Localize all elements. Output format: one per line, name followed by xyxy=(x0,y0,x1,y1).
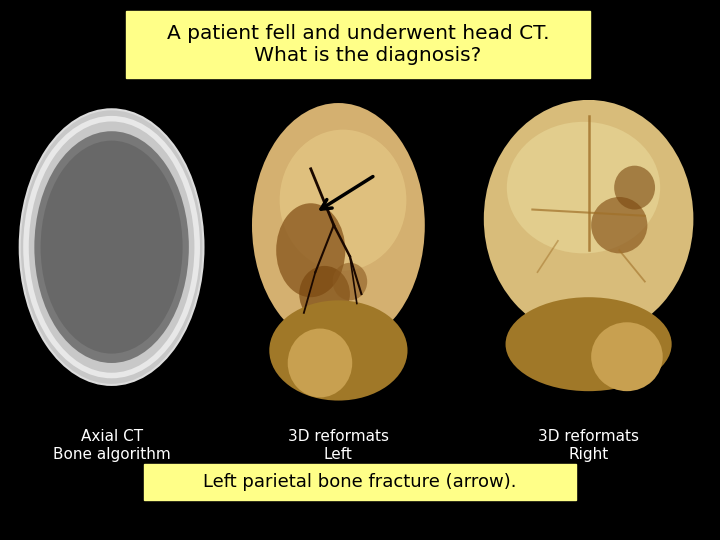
Ellipse shape xyxy=(40,140,183,354)
Text: 3D reformats
Left: 3D reformats Left xyxy=(288,429,389,462)
Ellipse shape xyxy=(591,197,647,253)
Ellipse shape xyxy=(614,166,655,210)
Ellipse shape xyxy=(333,263,367,300)
Ellipse shape xyxy=(252,103,425,347)
Text: Axial CT
Bone algorithm: Axial CT Bone algorithm xyxy=(53,429,171,462)
Text: A patient fell and underwent head CT.
   What is the diagnosis?: A patient fell and underwent head CT. Wh… xyxy=(167,24,549,65)
FancyBboxPatch shape xyxy=(126,11,590,78)
Ellipse shape xyxy=(35,131,189,363)
Ellipse shape xyxy=(276,203,346,297)
Ellipse shape xyxy=(288,328,352,397)
Text: 3D reformats
Right: 3D reformats Right xyxy=(539,429,639,462)
FancyBboxPatch shape xyxy=(144,464,576,500)
Ellipse shape xyxy=(279,130,406,271)
Ellipse shape xyxy=(505,297,672,391)
Ellipse shape xyxy=(591,322,662,391)
Ellipse shape xyxy=(507,122,660,253)
Ellipse shape xyxy=(484,100,693,338)
Text: Left parietal bone fracture (arrow).: Left parietal bone fracture (arrow). xyxy=(203,473,517,491)
Ellipse shape xyxy=(19,109,204,385)
Ellipse shape xyxy=(269,300,408,401)
Ellipse shape xyxy=(300,266,350,322)
